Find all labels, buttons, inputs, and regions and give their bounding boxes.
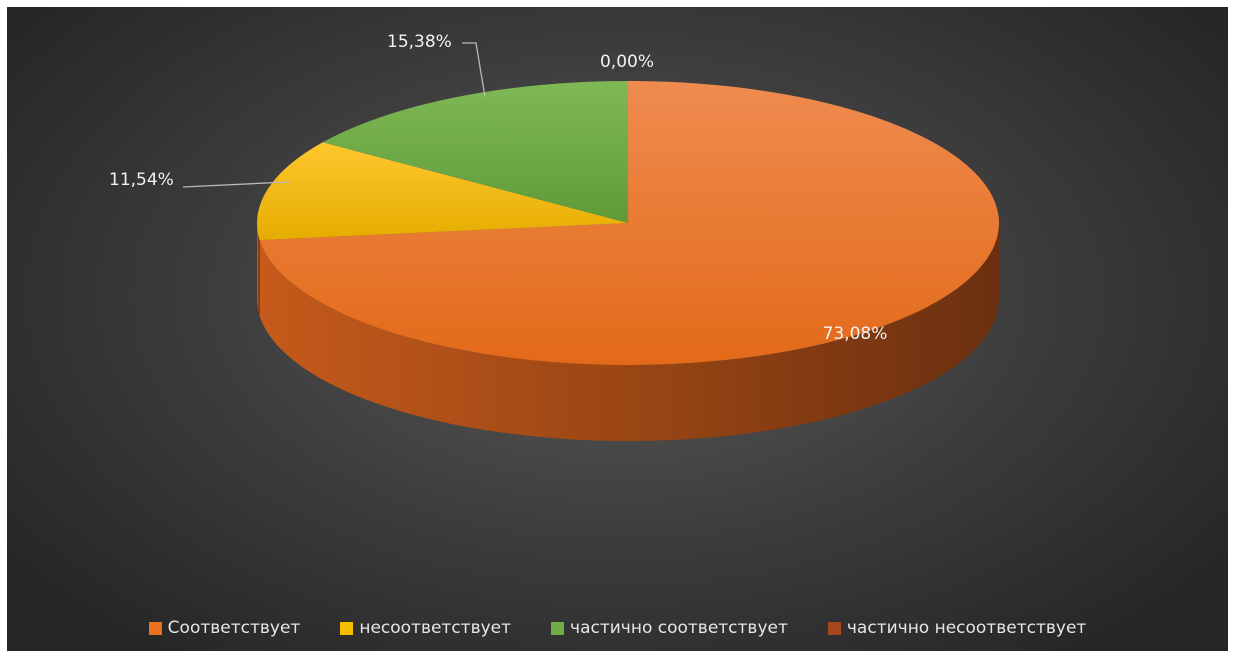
- legend-item-соответствует[interactable]: Соответствует: [148, 618, 301, 638]
- pie-side-wall: [257, 223, 999, 441]
- pie-top: [257, 81, 1000, 365]
- legend-item-частично-соответствует[interactable]: частично соответствует: [551, 618, 788, 638]
- chart-area: 73,08% 11,54% 15,38% 0,00% Соответствует нес…: [7, 7, 1228, 651]
- legend-swatch: [148, 621, 162, 635]
- legend-swatch: [340, 621, 354, 635]
- side-соответствует: [259, 223, 999, 441]
- data-label-частично-соответствует: 15,38%: [387, 32, 452, 52]
- data-labels: 73,08% 11,54% 15,38% 0,00%: [109, 32, 887, 344]
- leader-line-несоответствует: [182, 181, 290, 188]
- leader-line-частично-соответствует: [462, 42, 486, 98]
- legend-swatch: [827, 621, 841, 635]
- legend-label: частично несоответствует: [846, 618, 1087, 638]
- slice-несоответствует[interactable]: [257, 142, 628, 241]
- legend-item-частично-несоответствует[interactable]: частично несоответствует: [827, 618, 1087, 638]
- legend-label: Соответствует: [167, 618, 301, 638]
- legend: Соответствует несоответствует частично соо…: [7, 616, 1228, 640]
- data-label-соответствует: 73,08%: [823, 324, 888, 344]
- leader-lines: [182, 42, 486, 188]
- legend-label: несоответствует: [359, 618, 512, 638]
- pie-chart: 73,08% 11,54% 15,38% 0,00%: [109, 32, 1000, 441]
- side-несоответствует: [257, 223, 260, 317]
- legend-item-несоответствует[interactable]: несоответствует: [340, 618, 511, 638]
- data-label-частично-несоответствует: 0,00%: [600, 52, 654, 72]
- data-label-несоответствует: 11,54%: [109, 170, 174, 190]
- legend-label: частично соответствует: [570, 618, 788, 638]
- slice-частично-соответствует[interactable]: [322, 81, 628, 223]
- slice-соответствует[interactable]: [259, 81, 1000, 365]
- legend-swatch: [551, 621, 565, 635]
